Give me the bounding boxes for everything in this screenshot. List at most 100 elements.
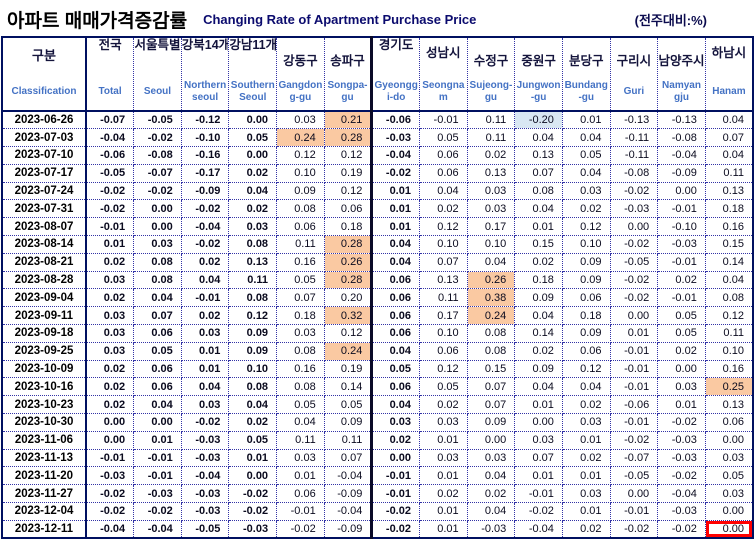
cell-jungwon: -0.20 bbox=[514, 110, 563, 130]
cell-date: 2023-06-26 bbox=[1, 110, 87, 130]
cell-namyangju: -0.03 bbox=[657, 448, 706, 468]
table-header: 구분 Classification 전국 Total 서울특별 Seoul 강북14개 Nor… bbox=[1, 36, 754, 112]
cell-songpa: 0.12 bbox=[323, 324, 373, 343]
cell-guri: -0.05 bbox=[609, 252, 659, 272]
cell-hanam: 0.13 bbox=[704, 181, 754, 201]
cell-bundang: 0.02 bbox=[561, 448, 611, 468]
cell-gangdong: 0.10 bbox=[276, 163, 325, 183]
cell-namyangju: 0.05 bbox=[657, 324, 706, 343]
cell-date: 2023-11-20 bbox=[1, 466, 87, 486]
cell-namyangju: 0.05 bbox=[657, 306, 706, 326]
cell-bundang: 0.05 bbox=[561, 146, 611, 165]
cell-songpa: 0.28 bbox=[323, 235, 373, 254]
cell-total: 0.03 bbox=[85, 306, 135, 326]
cell-total: 0.03 bbox=[85, 341, 135, 361]
cell-gyeonggi: 0.06 bbox=[370, 377, 420, 397]
cell-seoul: -0.07 bbox=[133, 163, 182, 183]
cell-hanam: 0.00 bbox=[704, 502, 754, 521]
cell-date: 2023-11-13 bbox=[1, 448, 87, 468]
cell-jungwon: 0.08 bbox=[514, 181, 563, 201]
cell-hanam: 0.16 bbox=[704, 359, 754, 379]
cell-sujeong: 0.03 bbox=[466, 199, 516, 219]
header-row: 구분 Classification 전국 Total 서울특별 Seoul 강북14개 Nor… bbox=[1, 36, 754, 112]
cell-sujeong: 0.02 bbox=[466, 484, 516, 504]
cell-date: 2023-09-04 bbox=[1, 288, 87, 308]
cell-seongnam: 0.17 bbox=[418, 306, 468, 326]
cell-total: 0.02 bbox=[85, 288, 135, 308]
header-jungwon-korean-label: 중원구 bbox=[521, 54, 556, 68]
cell-southern_seoul: 0.04 bbox=[228, 181, 278, 201]
header-seoul-korean-label: 서울특별 bbox=[134, 38, 181, 52]
cell-gangdong: 0.08 bbox=[276, 341, 325, 361]
header-seongnam: 성남시 Seongnam bbox=[418, 36, 468, 112]
cell-date: 2023-09-25 bbox=[1, 341, 87, 361]
cell-bundang: 0.06 bbox=[561, 288, 611, 308]
cell-seongnam: 0.12 bbox=[418, 217, 468, 237]
cell-guri: -0.01 bbox=[609, 341, 659, 361]
cell-seongnam: 0.05 bbox=[418, 128, 468, 148]
cell-southern_seoul: 0.03 bbox=[228, 217, 278, 237]
cell-seongnam: 0.01 bbox=[418, 502, 468, 521]
cell-date: 2023-08-14 bbox=[1, 235, 87, 254]
cell-northern_seoul: 0.01 bbox=[180, 341, 230, 361]
header-bundang-content: 분당구 Bundang-gu bbox=[563, 39, 609, 108]
header-namyangju-content: 남양주시 Namyangju bbox=[659, 39, 705, 108]
cell-sujeong: 0.00 bbox=[466, 430, 516, 450]
table-body: 2023-06-26 -0.07 -0.05 -0.12 0.00 0.03 0.21 -0.… bbox=[1, 110, 754, 539]
cell-namyangju: 0.00 bbox=[657, 359, 706, 379]
header-total: 전국 Total bbox=[85, 36, 135, 112]
cell-hanam: 0.25 bbox=[704, 377, 754, 397]
cell-hanam: 0.15 bbox=[704, 235, 754, 254]
cell-guri: -0.02 bbox=[609, 288, 659, 308]
header-guri-korean-label: 구리시 bbox=[616, 54, 652, 68]
page-title-korean: 아파트 매매가격증감률 bbox=[7, 11, 188, 32]
cell-total: -0.06 bbox=[85, 146, 135, 165]
cell-songpa: 0.07 bbox=[323, 448, 373, 468]
title-bar: 아파트 매매가격증감률 Changing Rate of Apartment P… bbox=[0, 0, 755, 36]
unit-note: (전주대비:%) bbox=[634, 13, 707, 28]
cell-jungwon: 0.13 bbox=[514, 146, 563, 165]
table-row: 2023-09-04 0.02 0.04 -0.01 0.08 0.07 0.20 0.06 0… bbox=[1, 288, 754, 308]
cell-seoul: 0.06 bbox=[133, 324, 182, 343]
header-hanam-content: 하남시 Hanam bbox=[706, 39, 752, 108]
cell-seongnam: 0.02 bbox=[418, 484, 468, 504]
cell-jungwon: 0.18 bbox=[514, 270, 563, 290]
cell-seoul: -0.04 bbox=[133, 519, 182, 539]
cell-gyeonggi: -0.01 bbox=[370, 484, 420, 504]
table-row: 2023-08-21 0.02 0.08 0.02 0.13 0.16 0.26 0.04 0.… bbox=[1, 252, 754, 272]
cell-jungwon: 0.02 bbox=[514, 252, 563, 272]
cell-seoul: 0.06 bbox=[133, 377, 182, 397]
header-total-english-label: Total bbox=[98, 85, 122, 97]
cell-northern_seoul: -0.03 bbox=[180, 430, 230, 450]
cell-songpa: 0.05 bbox=[323, 395, 373, 415]
cell-songpa: -0.04 bbox=[323, 502, 373, 521]
cell-gangdong: 0.16 bbox=[276, 359, 325, 379]
cell-sujeong: 0.17 bbox=[466, 217, 516, 237]
cell-sujeong: 0.08 bbox=[466, 341, 516, 361]
cell-songpa: -0.04 bbox=[323, 466, 373, 486]
cell-gyeonggi: 0.02 bbox=[370, 430, 420, 450]
cell-date: 2023-08-28 bbox=[1, 270, 87, 290]
cell-gyeonggi: 0.04 bbox=[370, 252, 420, 272]
table-row: 2023-08-14 0.01 0.03 -0.02 0.08 0.11 0.28 0.04 0… bbox=[1, 235, 754, 254]
cell-southern_seoul: 0.01 bbox=[228, 448, 278, 468]
cell-guri: -0.07 bbox=[609, 448, 659, 468]
cell-songpa: 0.28 bbox=[323, 270, 373, 290]
header-hanam-english-label: Hanam bbox=[712, 85, 746, 97]
header-gangdong-english-label: Gangdong-gu bbox=[278, 80, 323, 103]
cell-southern_seoul: 0.00 bbox=[228, 146, 278, 165]
cell-gangdong: 0.04 bbox=[276, 413, 325, 432]
cell-bundang: 0.09 bbox=[561, 252, 611, 272]
header-bundang: 분당구 Bundang-gu bbox=[561, 36, 611, 112]
cell-gangdong: 0.05 bbox=[276, 395, 325, 415]
cell-gangdong: 0.06 bbox=[276, 217, 325, 237]
cell-total: -0.02 bbox=[85, 484, 135, 504]
cell-namyangju: -0.04 bbox=[657, 484, 706, 504]
cell-namyangju: -0.03 bbox=[657, 502, 706, 521]
cell-sujeong: 0.26 bbox=[466, 270, 516, 290]
table-row: 2023-10-09 0.02 0.06 0.01 0.10 0.16 0.19 0.05 0.… bbox=[1, 359, 754, 379]
cell-songpa: 0.11 bbox=[323, 430, 373, 450]
cell-total: 0.02 bbox=[85, 252, 135, 272]
cell-bundang: 0.12 bbox=[561, 359, 611, 379]
cell-gyeonggi: 0.01 bbox=[370, 199, 420, 219]
